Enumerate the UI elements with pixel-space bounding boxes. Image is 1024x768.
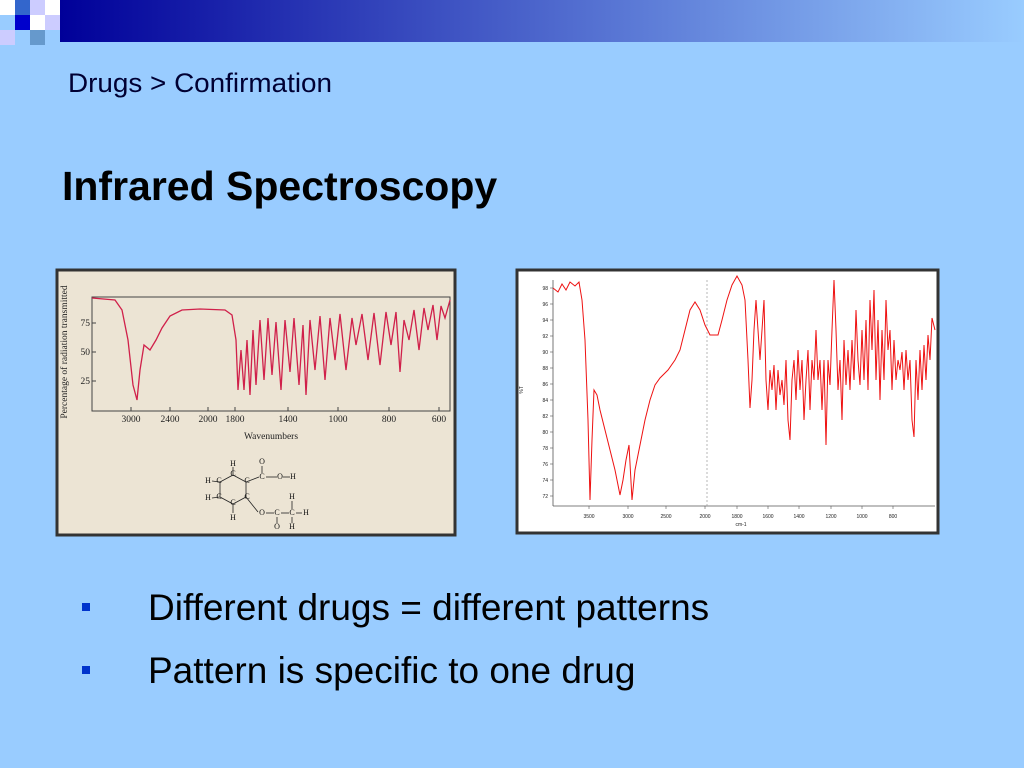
y-tick-label: 88 bbox=[542, 366, 548, 372]
breadcrumb: Drugs > Confirmation bbox=[68, 68, 332, 98]
x-tick-label: 2000 bbox=[699, 514, 710, 520]
y-axis-label: Percentage of radiation transmitted bbox=[59, 285, 70, 418]
y-tick-label: 86 bbox=[542, 382, 548, 388]
atom-label: O bbox=[259, 457, 265, 466]
molecule-structure bbox=[211, 466, 302, 523]
x-tick-label: 2000 bbox=[199, 415, 218, 425]
y-tick-label: 92 bbox=[542, 334, 548, 340]
y-tick-label: 72 bbox=[542, 494, 548, 500]
x-tick-label: 2400 bbox=[161, 415, 180, 425]
x-tick-label: 1000 bbox=[856, 514, 867, 520]
bullet-list: Different drugs = different patterns Patt… bbox=[82, 587, 709, 691]
y-tick-label: 96 bbox=[542, 302, 548, 308]
bullet-text: Pattern is specific to one drug bbox=[148, 650, 635, 691]
bullet-marker bbox=[82, 666, 90, 674]
atom-label: O bbox=[274, 522, 280, 531]
spectrum-trace bbox=[552, 274, 936, 501]
x-tick-label: 600 bbox=[432, 415, 447, 425]
y-tick-label: 82 bbox=[542, 414, 548, 420]
bullet-text: Different drugs = different patterns bbox=[148, 587, 709, 628]
x-tick-label: 800 bbox=[889, 514, 898, 520]
x-tick-label: 1800 bbox=[731, 514, 742, 520]
x-tick-label: 1200 bbox=[825, 514, 836, 520]
atom-label: O bbox=[277, 472, 283, 481]
atom-label: H bbox=[230, 459, 236, 468]
x-tick-label: 2500 bbox=[660, 514, 671, 520]
y-tick-label: 90 bbox=[542, 350, 548, 356]
y-tick-label: 25 bbox=[81, 377, 91, 387]
atom-label: H bbox=[290, 472, 296, 481]
atom-label: C bbox=[230, 498, 235, 507]
y-tick-label: 94 bbox=[542, 318, 548, 324]
plot-frame bbox=[91, 296, 451, 412]
atom-label: C bbox=[259, 472, 264, 481]
slide-title: Infrared Spectroscopy bbox=[62, 163, 497, 209]
x-tick-label: 3000 bbox=[622, 514, 633, 520]
atom-label: C bbox=[216, 476, 221, 485]
y-tick-label: 50 bbox=[81, 348, 91, 358]
atom-label: C bbox=[274, 508, 279, 517]
header-band bbox=[60, 0, 1024, 42]
x-axis-label: Wavenumbers bbox=[244, 432, 298, 442]
x-tick-label: 1400 bbox=[793, 514, 804, 520]
y-tick-label: 84 bbox=[542, 398, 548, 404]
atom-label: H bbox=[303, 508, 309, 517]
atom-label: O bbox=[259, 508, 265, 517]
bullet-marker bbox=[82, 603, 90, 611]
atom-label: C bbox=[216, 492, 221, 501]
y-tick-label: 76 bbox=[542, 462, 548, 468]
x-tick-label: 3500 bbox=[583, 514, 594, 520]
atom-label: C bbox=[244, 476, 249, 485]
atom-label: H bbox=[205, 493, 211, 502]
y-tick-label: 78 bbox=[542, 446, 548, 452]
y-tick-label: 98 bbox=[542, 286, 548, 292]
spectrum-trace bbox=[91, 297, 451, 401]
x-tick-label: 3000 bbox=[122, 415, 141, 425]
atom-label: H bbox=[289, 492, 295, 501]
y-tick-label: 80 bbox=[542, 430, 548, 436]
x-tick-label: 1600 bbox=[762, 514, 773, 520]
atom-label: H bbox=[230, 513, 236, 522]
y-axis-label: %T bbox=[519, 386, 525, 394]
corner-squares bbox=[0, 0, 60, 45]
x-tick-label: 1000 bbox=[329, 415, 348, 425]
x-tick-label: 800 bbox=[382, 415, 397, 425]
figure-frame bbox=[55, 268, 457, 537]
atom-label: H bbox=[289, 522, 295, 531]
atom-label: C bbox=[289, 508, 294, 517]
y-tick-label: 75 bbox=[81, 319, 91, 329]
atom-label: C bbox=[244, 492, 249, 501]
x-tick-label: 1800 bbox=[226, 415, 245, 425]
y-tick-label: 74 bbox=[542, 478, 548, 484]
atom-label: C bbox=[230, 469, 235, 478]
x-axis-label: cm-1 bbox=[735, 522, 746, 528]
x-tick-label: 1400 bbox=[279, 415, 298, 425]
atom-label: H bbox=[205, 476, 211, 485]
